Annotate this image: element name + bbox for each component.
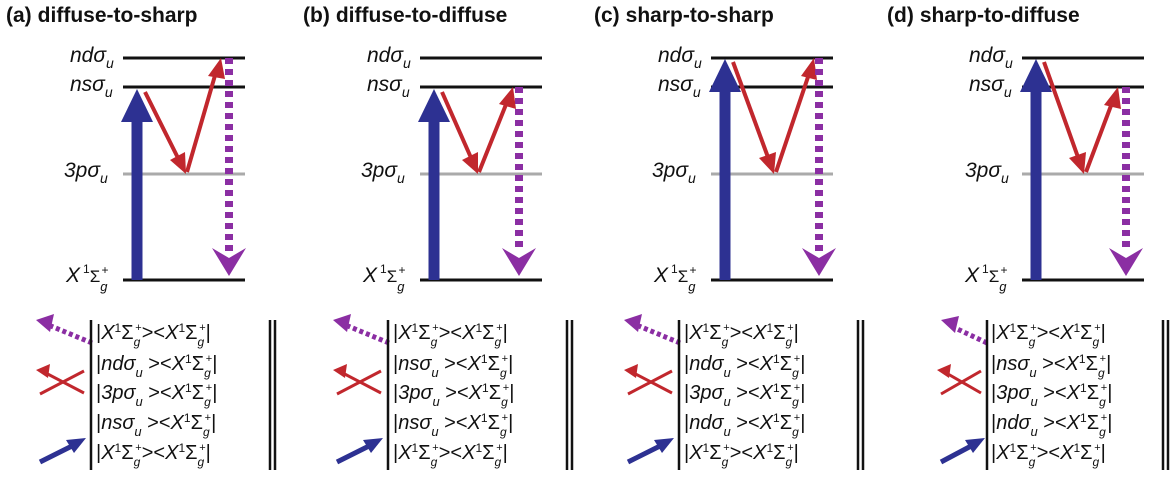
- panel-a: (a) diffuse-to-sharp: [0, 0, 293, 478]
- probe-arrow: [802, 58, 836, 276]
- label-nd: ndσu: [658, 44, 702, 71]
- matrix-row-4: |nsσu ><X1Σg+|: [96, 411, 217, 439]
- energy-diagram: [937, 56, 1170, 470]
- matrix-row-3: |3pσu ><X1Σg+|: [393, 381, 515, 409]
- matrix-row-2: |ndσu ><X1Σg+|: [96, 352, 218, 380]
- dump-arrow-down: [1042, 61, 1086, 174]
- panel-title-text: diffuse-to-sharp: [37, 4, 198, 27]
- panel-title: (b) diffuse-to-diffuse: [303, 4, 507, 28]
- matrix-row-2: |nsσu ><X1Σg+|: [991, 352, 1112, 380]
- panel-d: (d) sharp-to-diffuse: [881, 0, 1174, 478]
- pump-arrow: [709, 59, 741, 280]
- label-ns: nsσu: [969, 73, 1012, 100]
- matrix-arrows: [937, 316, 989, 465]
- matrix-arrows: [624, 314, 681, 465]
- matrix-row-5: |X1Σg+><X1Σg+|: [96, 441, 211, 469]
- label-nd: ndσu: [367, 44, 411, 71]
- pump-arrow: [418, 89, 450, 280]
- label-nd: ndσu: [70, 44, 114, 71]
- matrix-row-2: |nsσu ><X1Σg+|: [393, 352, 514, 380]
- probe-arrow: [502, 87, 536, 276]
- matrix-row-1: |X1Σg+><X1Σg+|: [393, 321, 508, 349]
- matrix-row-3: |3pσu ><X1Σg+|: [96, 381, 218, 409]
- panel-c: (c) sharp-to-sharp: [588, 0, 881, 478]
- dump-arrow-down: [440, 91, 478, 174]
- panel-title-text: diffuse-to-diffuse: [335, 4, 508, 27]
- dump-arrow-up: [774, 58, 817, 173]
- panel-title-text: sharp-to-sharp: [625, 4, 774, 27]
- panel-title: (a) diffuse-to-sharp: [6, 4, 198, 28]
- probe-arrow: [1109, 87, 1143, 276]
- pump-arrow: [121, 89, 153, 280]
- panel-title: (d) sharp-to-diffuse: [887, 4, 1080, 28]
- matrix-row-4: |ndσu ><X1Σg+|: [684, 411, 806, 439]
- matrix-row-1: |X1Σg+><X1Σg+|: [96, 321, 211, 349]
- label-3p: 3pσu: [64, 159, 108, 186]
- panel-letter: (b): [303, 4, 330, 27]
- matrix-row-5: |X1Σg+><X1Σg+|: [991, 441, 1106, 469]
- matrix-row-3: |3pσu ><X1Σg+|: [684, 381, 806, 409]
- dump-arrow-up: [477, 87, 516, 173]
- label-ground: X 1Σg+: [66, 262, 109, 294]
- label-ns: nsσu: [658, 73, 701, 100]
- matrix-arrows: [36, 314, 93, 465]
- dump-arrow-up: [1084, 87, 1121, 173]
- matrix-row-2: |ndσu ><X1Σg+|: [684, 352, 806, 380]
- label-3p: 3pσu: [965, 159, 1009, 186]
- panel-b: (b) diffuse-to-diffuse: [297, 0, 590, 478]
- dump-arrow-down: [143, 91, 186, 174]
- dump-arrow-down: [731, 61, 776, 174]
- panel-letter: (a): [6, 4, 32, 27]
- label-3p: 3pσu: [361, 159, 405, 186]
- label-3p: 3pσu: [652, 159, 696, 186]
- label-nd: ndσu: [969, 44, 1013, 71]
- matrix-row-5: |X1Σg+><X1Σg+|: [684, 441, 799, 469]
- label-ns: nsσu: [70, 73, 113, 100]
- panel-title-text: sharp-to-diffuse: [919, 4, 1080, 27]
- label-ground: X 1Σg+: [654, 262, 697, 294]
- energy-diagram: [36, 56, 277, 470]
- energy-diagram: [624, 56, 865, 470]
- label-ground: X 1Σg+: [965, 262, 1008, 294]
- panel-letter: (c): [594, 4, 620, 27]
- matrix-arrows: [333, 314, 390, 465]
- matrix-row-3: |3pσu ><X1Σg+|: [991, 381, 1113, 409]
- dump-arrow-up: [185, 58, 225, 173]
- label-ns: nsσu: [367, 73, 410, 100]
- label-ground: X 1Σg+: [363, 262, 406, 294]
- matrix-row-5: |X1Σg+><X1Σg+|: [393, 441, 508, 469]
- probe-arrow: [212, 58, 246, 276]
- pump-arrow: [1020, 59, 1052, 280]
- panel-title: (c) sharp-to-sharp: [594, 4, 774, 28]
- energy-diagram: [333, 56, 574, 470]
- matrix-row-1: |X1Σg+><X1Σg+|: [991, 321, 1106, 349]
- matrix-row-1: |X1Σg+><X1Σg+|: [684, 321, 799, 349]
- panel-letter: (d): [887, 4, 914, 27]
- matrix-row-4: |ndσu ><X1Σg+|: [991, 411, 1113, 439]
- matrix-row-4: |nsσu ><X1Σg+|: [393, 411, 514, 439]
